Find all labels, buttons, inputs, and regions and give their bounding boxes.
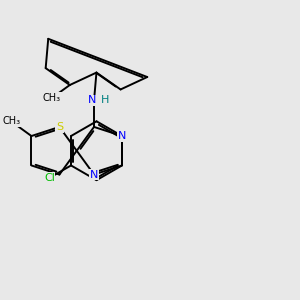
Text: CH₃: CH₃ <box>2 116 20 126</box>
Text: N: N <box>88 95 97 105</box>
Text: N: N <box>90 169 98 179</box>
Text: H: H <box>101 95 110 105</box>
Text: Cl: Cl <box>44 173 55 183</box>
Text: CH₃: CH₃ <box>43 93 61 103</box>
Text: N: N <box>118 131 126 141</box>
Text: S: S <box>56 122 63 132</box>
